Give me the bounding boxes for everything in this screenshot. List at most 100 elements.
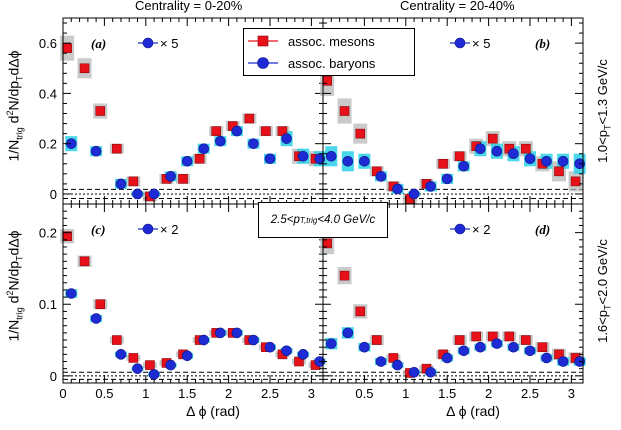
panel-a-y-tick-label: 0.6 (39, 36, 57, 51)
panel-c-baryon-point (132, 363, 143, 374)
panel-c-baryon-point (115, 349, 127, 360)
panel-a-y-tick-label: 0 (50, 187, 57, 202)
panel-d-meson-point (471, 331, 481, 342)
panel-b-baryon-point (375, 171, 387, 182)
panel-b-baryon-point (359, 155, 370, 167)
panel-a-meson-point (112, 143, 122, 154)
panel-a-baryon-point (264, 153, 276, 165)
panel-d-x-tick-label: 3 (568, 386, 575, 401)
baryon-marker-icon (248, 57, 278, 69)
panel-a-baryon-point (198, 143, 210, 155)
panel-a-baryon-point (115, 178, 127, 190)
panel-a-meson-point (261, 126, 271, 136)
panel-c-x-axis-title: Δ ϕ (rad) (186, 403, 240, 419)
panel-c-baryon-point (281, 345, 292, 357)
panel-c-baryon-point (148, 369, 160, 380)
panel-a-meson-point (62, 43, 72, 53)
panel-c-x-tick-label: 2.5 (261, 386, 279, 401)
panel-a-scale-note: × 5 (160, 36, 178, 51)
panel-d-x-tick-label: 2.5 (521, 386, 539, 401)
panel-d-meson-point (504, 331, 515, 342)
panel-d-baryon-point (359, 341, 370, 353)
panel-c-meson-point (95, 299, 106, 310)
panel-c-baryon-point (231, 327, 243, 339)
panel-b-scale-note: × 5 (472, 36, 490, 51)
panel-d-baryon-point (325, 338, 337, 349)
panel-d-baryon-point (475, 341, 486, 353)
trigger-pt-label: 2.5<p (270, 214, 300, 226)
right-centrality-title: Centrality = 20-40% (400, 0, 515, 13)
panel-a-baryon-point (165, 171, 176, 182)
panel-b-baryon-point (425, 181, 436, 192)
panel-c-y-tick-label: 0.2 (39, 226, 57, 241)
panel-d-scale-note-marker (454, 223, 466, 235)
panel-c-scale-note-marker (142, 223, 154, 235)
panel-c-scale-note: × 2 (160, 222, 178, 237)
panel-b-scale-note-marker (454, 37, 466, 49)
panel-d-baryon-point (557, 356, 569, 367)
panel-a-meson-point (128, 176, 139, 187)
panel-b-baryon-point (475, 143, 486, 155)
panel-c-meson-point (128, 353, 139, 363)
panel-b-baryon-point (491, 145, 503, 157)
panel-c-x-tick-label: 0.5 (95, 386, 113, 401)
trigger-pt-subscript: T,trig (299, 215, 318, 225)
panel-c-y-tick-label: 0.1 (39, 297, 57, 312)
trigger-pt-box: 2.5<p T,trig <4.0 GeV/c (258, 202, 388, 238)
panel-b-baryon-point (408, 188, 420, 200)
panel-d-x-tick-label: 2 (485, 386, 492, 401)
panel-b-baryon-point (541, 155, 552, 167)
panel-c-meson-point (112, 335, 122, 345)
panel-a-group: 0 0.2 0.4 0.6 (a) × 5 (39, 17, 326, 205)
panel-c-x-tick-label: 1 (142, 386, 149, 401)
panel-d-baryon-point (342, 327, 354, 339)
meson-marker-icon (248, 35, 278, 47)
panel-c-baryon-point (181, 350, 193, 362)
panel-b-baryon-point (392, 183, 403, 195)
panel-b-meson-point (454, 151, 465, 162)
panel-b-meson-point (521, 143, 531, 154)
panel-a-baryon-point (281, 133, 292, 144)
panel-a-baryon-point (297, 150, 309, 162)
panel-a-baryon-point (148, 188, 160, 200)
panel-c-meson-point (145, 360, 155, 370)
legend-baryons-label: assoc. baryons (288, 55, 376, 71)
panel-d-meson-point (521, 335, 531, 345)
panel-c-x-tick-label: 0 (59, 386, 66, 401)
panel-b-label: (b) (535, 36, 550, 51)
panel-c-meson-point (79, 256, 90, 267)
legend-entry-mesons: assoc. mesons (248, 31, 375, 51)
panel-d-meson-point (454, 335, 465, 345)
panel-d-baryon-point (508, 341, 519, 353)
panel-c-x-tick-label: 3 (308, 386, 315, 401)
panel-b-baryon-point (342, 155, 354, 167)
panel-d-frame (322, 203, 584, 384)
panel-b-meson-point (570, 176, 581, 187)
panel-a-baryon-point (90, 145, 102, 157)
panel-b-meson-point (355, 128, 366, 139)
panel-c-baryon-point (215, 327, 226, 339)
panel-a-label: (a) (91, 36, 106, 51)
panel-a-scale-note-marker (142, 37, 154, 49)
panel-b-baryon-point (441, 173, 453, 185)
panel-a-baryon-point (231, 125, 243, 137)
panel-c-y-tick-label: 0 (50, 369, 57, 384)
legend: assoc. mesons assoc. baryons (243, 28, 415, 76)
panel-d-baryon-point (524, 345, 536, 357)
panel-c-baryon-point (264, 341, 276, 353)
panel-b-meson-point (554, 166, 564, 177)
panel-c-x-tick-label: 2 (225, 386, 232, 401)
panel-b-meson-point (339, 106, 350, 116)
panel-d-x-tick-label: 0.5 (355, 386, 373, 401)
panel-c-baryon-point (90, 313, 102, 324)
panel-d-meson-point (537, 342, 548, 353)
panel-c-baryon-point (297, 349, 309, 360)
panel-c-x-tick-label: 1.5 (178, 386, 196, 401)
y-axis-title-bottom: 1/Ntrig d2N/dpTdΔϕ (5, 230, 25, 342)
panel-d-scale-note: × 2 (472, 222, 490, 237)
left-centrality-title: Centrality = 0-20% (135, 0, 243, 13)
panel-a-baryon-point (132, 188, 143, 200)
panel-d-baryon-point (441, 352, 453, 364)
panel-d-label: (d) (535, 222, 550, 237)
